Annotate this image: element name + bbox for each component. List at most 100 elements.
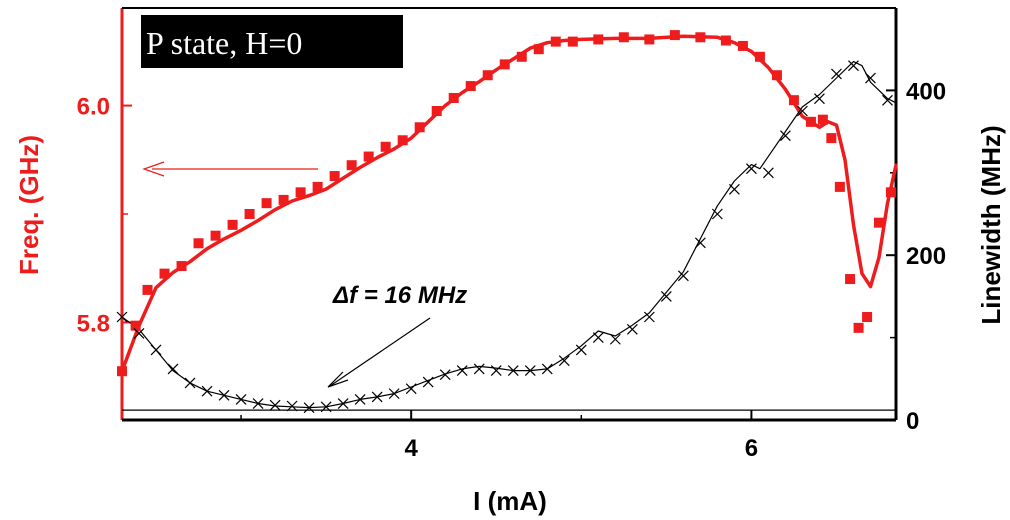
frequency-point	[465, 81, 476, 92]
delta-f-arrow	[327, 317, 431, 388]
frequency-point	[873, 217, 884, 228]
frequency-point	[227, 219, 238, 230]
frequency-point	[346, 160, 357, 171]
linewidth-point	[150, 344, 162, 356]
frequency-point	[278, 194, 289, 205]
linewidth-point	[405, 383, 417, 395]
linewidth-point	[337, 398, 349, 409]
x-axis-title: I (mA)	[473, 486, 547, 516]
linewidth-point	[116, 311, 128, 323]
frequency-point	[363, 151, 374, 162]
x-tick-label: 6	[745, 435, 758, 462]
linewidth-point	[643, 311, 655, 323]
frequency-point	[482, 70, 493, 81]
frequency-point	[644, 34, 655, 45]
frequency-point	[737, 40, 748, 51]
linewidth-point	[235, 393, 247, 405]
frequency-point	[448, 92, 459, 103]
linewidth-point	[592, 332, 604, 344]
frequency-point	[176, 261, 187, 272]
frequency-point	[550, 36, 561, 47]
frequency-point	[826, 133, 837, 144]
frequency-point	[754, 51, 765, 62]
linewidth-point	[762, 167, 774, 179]
frequency-axis-arrow	[142, 161, 318, 177]
linewidth-point	[507, 365, 519, 376]
frequency-point	[516, 51, 527, 62]
linewidth-point	[626, 323, 638, 335]
frequency-point	[817, 114, 828, 125]
frequency-point	[130, 320, 141, 331]
linewidth-point	[320, 401, 332, 413]
y-left-axis-title: Freq. (GHz)	[14, 135, 44, 275]
frequency-point	[805, 116, 816, 127]
title-background	[141, 15, 403, 68]
linewidth-point	[473, 363, 485, 375]
linewidth-point	[797, 105, 808, 117]
frequency-point	[618, 32, 629, 43]
frequency-point	[845, 274, 856, 285]
frequency-point	[329, 171, 340, 182]
frequency-point	[720, 35, 731, 46]
linewidth-point	[303, 402, 315, 414]
frequency-point	[142, 284, 153, 295]
linewidth-point	[439, 369, 451, 381]
frequency-point	[885, 187, 896, 198]
frequency-point	[593, 34, 604, 45]
linewidth-point	[371, 391, 383, 403]
linewidth-point	[814, 93, 825, 105]
x-tick-label: 4	[405, 435, 419, 462]
linewidth-point	[422, 376, 434, 388]
frequency-point	[193, 238, 204, 249]
linewidth-point	[541, 363, 553, 375]
frequency-point	[695, 32, 706, 43]
linewidth-point	[660, 290, 672, 302]
linewidth-point	[728, 183, 740, 195]
ticks-layer: 4 6 5.8 6.0 0 200 400	[77, 78, 946, 462]
frequency-point	[862, 312, 873, 322]
linewidth-point	[609, 333, 621, 345]
linewidth-point	[354, 393, 366, 405]
linewidth-point	[201, 385, 213, 397]
chart-title: P state, H=0	[146, 25, 302, 61]
linewidth-point	[882, 94, 893, 106]
delta-f-annotation: Δf = 16 MHz	[332, 282, 467, 309]
linewidth-point	[167, 363, 179, 375]
linewidth-point	[490, 365, 502, 376]
plot-frame	[120, 7, 898, 422]
linewidth-point	[694, 237, 706, 249]
linewidth-point	[388, 388, 400, 400]
linewidth-point	[184, 377, 196, 389]
frequency-point	[431, 106, 442, 116]
linewidth-point	[524, 365, 536, 376]
frequency-point	[669, 30, 680, 41]
frequency-point	[533, 44, 544, 55]
frequency-point	[295, 187, 306, 198]
frequency-point	[414, 122, 425, 133]
linewidth-point	[780, 130, 791, 142]
linewidth-point	[848, 60, 859, 72]
frequency-point	[117, 366, 127, 377]
y-left-tick-label: 6.0	[77, 94, 110, 121]
y-left-tick-label: 5.8	[77, 310, 110, 337]
linewidth-point	[456, 365, 468, 376]
linewidth-curve	[121, 61, 897, 409]
linewidth-point	[711, 208, 723, 220]
y-right-axis-title: Linewidth (MHz)	[976, 125, 1006, 324]
linewidth-point	[133, 328, 145, 339]
frequency-point	[380, 141, 391, 152]
linewidth-point	[269, 399, 281, 411]
frequency-point	[499, 59, 510, 70]
markers-layer	[116, 30, 896, 414]
frequency-point	[210, 230, 221, 241]
frequency-point	[312, 181, 323, 192]
frequency-point	[771, 70, 782, 81]
linewidth-point	[558, 355, 570, 367]
frequency-point	[788, 95, 799, 106]
y-right-tick-label: 200	[906, 243, 946, 270]
frequency-point	[834, 181, 845, 192]
linewidth-point	[865, 72, 876, 84]
frequency-point	[244, 209, 255, 219]
frequency-point	[159, 268, 170, 279]
